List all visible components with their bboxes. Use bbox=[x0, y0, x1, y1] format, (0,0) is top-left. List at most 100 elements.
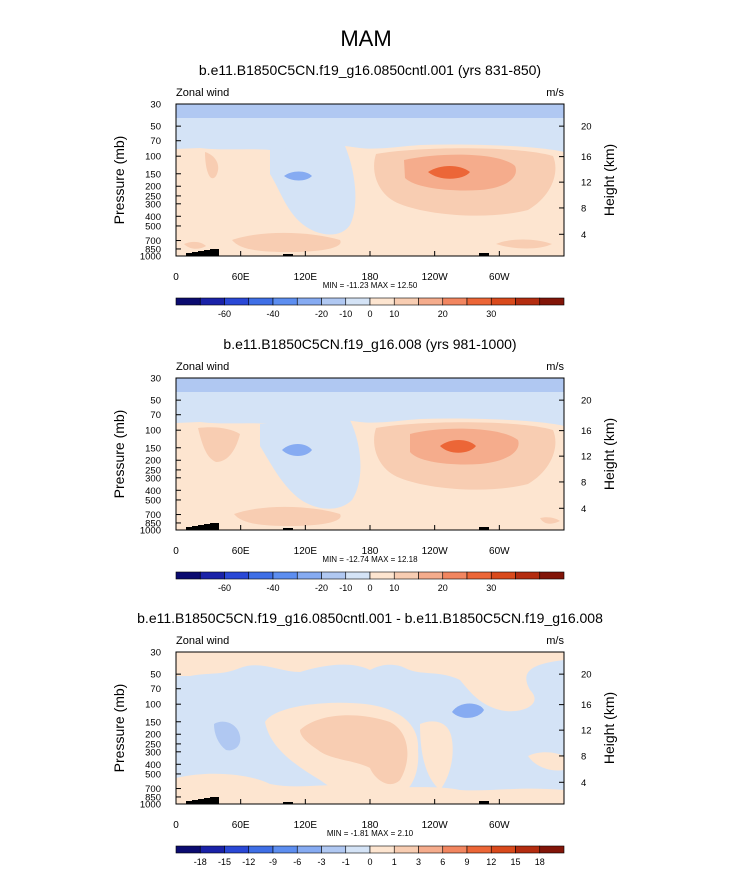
colorbar-swatch bbox=[199, 571, 225, 580]
y-right-tick-label: 16 bbox=[581, 426, 592, 437]
x-tick-label: 60E bbox=[232, 546, 250, 557]
panel-2-contour-field bbox=[176, 378, 564, 530]
colorbar-swatch bbox=[272, 297, 298, 306]
y-tick-label: 500 bbox=[145, 769, 161, 780]
x-tick-label: 120W bbox=[422, 546, 449, 557]
panel-1-stats: MIN = -11.23 MAX = 12.50 bbox=[323, 281, 418, 290]
panel-1-contour-field bbox=[176, 104, 564, 256]
panel-1-units-label: m/s bbox=[546, 87, 564, 99]
y-tick-label: 50 bbox=[150, 396, 161, 407]
colorbar-swatch bbox=[296, 845, 322, 854]
x-tick-label: 120W bbox=[422, 272, 449, 283]
y-tick-label: 700 bbox=[145, 784, 161, 795]
y-tick-label: 100 bbox=[145, 700, 161, 711]
colorbar-swatch bbox=[515, 571, 541, 580]
panel-3-contour-field bbox=[176, 652, 564, 804]
colorbar-swatch bbox=[199, 297, 225, 306]
colorbar-swatch bbox=[539, 571, 565, 580]
colorbar-label: -60 bbox=[218, 583, 231, 593]
y-tick-label: 100 bbox=[145, 152, 161, 163]
y-tick-label: 700 bbox=[145, 236, 161, 247]
y-right-tick-label: 12 bbox=[581, 726, 592, 737]
y-right-tick-label: 12 bbox=[581, 452, 592, 463]
y-tick-label: 50 bbox=[150, 122, 161, 133]
x-tick-label: 180 bbox=[362, 820, 379, 831]
y-tick-label: 100 bbox=[145, 426, 161, 437]
colorbar-label: 10 bbox=[389, 309, 399, 319]
y-tick-label: 250 bbox=[145, 739, 161, 750]
panel-3-ylabel-right: Height (km) bbox=[601, 692, 617, 764]
colorbar-label: 15 bbox=[510, 857, 520, 867]
colorbar-label: 30 bbox=[486, 583, 496, 593]
y-tick-label: 70 bbox=[150, 684, 161, 695]
colorbar-label: 10 bbox=[389, 583, 399, 593]
colorbar-swatch bbox=[515, 845, 541, 854]
y-right-tick-label: 4 bbox=[581, 230, 586, 241]
colorbar-swatch bbox=[345, 571, 371, 580]
y-tick-label: 500 bbox=[145, 495, 161, 506]
panel-1-ylabel-left: Pressure (mb) bbox=[111, 136, 127, 225]
colorbar-swatch bbox=[321, 297, 347, 306]
figure-title: MAM bbox=[340, 26, 391, 51]
x-tick-label: 180 bbox=[362, 272, 379, 283]
colorbar-label: -10 bbox=[339, 583, 352, 593]
x-tick-label: 60W bbox=[489, 820, 510, 831]
colorbar-swatch bbox=[490, 297, 516, 306]
x-tick-label: 0 bbox=[173, 546, 179, 557]
panel-3-title: b.e11.B1850C5CN.f19_g16.0850cntl.001 - b… bbox=[137, 610, 603, 626]
colorbar-swatch bbox=[175, 571, 201, 580]
x-tick-label: 120E bbox=[294, 546, 318, 557]
colorbar-label: 0 bbox=[367, 583, 372, 593]
colorbar-label: -18 bbox=[194, 857, 207, 867]
colorbar-swatch bbox=[321, 571, 347, 580]
panel-2-variable-label: Zonal wind bbox=[176, 361, 229, 373]
x-tick-label: 60W bbox=[489, 546, 510, 557]
colorbar-swatch bbox=[272, 845, 298, 854]
y-tick-label: 150 bbox=[145, 717, 161, 728]
colorbar-swatch bbox=[369, 571, 395, 580]
x-tick-label: 120E bbox=[294, 820, 318, 831]
y-right-tick-label: 8 bbox=[581, 477, 586, 488]
colorbar-swatch bbox=[272, 571, 298, 580]
colorbar-label: 1 bbox=[392, 857, 397, 867]
colorbar-swatch bbox=[466, 297, 492, 306]
colorbar-swatch bbox=[515, 297, 541, 306]
panel-1-variable-label: Zonal wind bbox=[176, 87, 229, 99]
panel-2-ylabel-left: Pressure (mb) bbox=[111, 410, 127, 499]
y-tick-label: 1000 bbox=[140, 252, 161, 263]
x-tick-label: 60W bbox=[489, 272, 510, 283]
y-tick-label: 400 bbox=[145, 212, 161, 223]
colorbar-swatch bbox=[296, 571, 322, 580]
colorbar-label: 0 bbox=[367, 309, 372, 319]
panel-3-ylabel-left: Pressure (mb) bbox=[111, 684, 127, 773]
y-tick-label: 850 bbox=[145, 792, 161, 803]
colorbar-label: -3 bbox=[317, 857, 325, 867]
x-tick-label: 120W bbox=[422, 820, 449, 831]
panel-3-stats: MIN = -1.81 MAX = 2.10 bbox=[327, 829, 414, 838]
y-right-tick-label: 4 bbox=[581, 778, 586, 789]
colorbar-swatch bbox=[442, 297, 468, 306]
colorbar-label: 12 bbox=[486, 857, 496, 867]
y-tick-label: 70 bbox=[150, 410, 161, 421]
panel-2-ylabel-right: Height (km) bbox=[601, 418, 617, 490]
y-right-tick-label: 16 bbox=[581, 152, 592, 163]
colorbar-label: 20 bbox=[438, 583, 448, 593]
y-right-tick-label: 8 bbox=[581, 751, 586, 762]
y-right-tick-label: 8 bbox=[581, 203, 586, 214]
colorbar-label: 0 bbox=[367, 857, 372, 867]
panel-2: b.e11.B1850C5CN.f19_g16.008 (yrs 981-100… bbox=[111, 336, 617, 593]
colorbar-swatch bbox=[224, 297, 250, 306]
colorbar-label: 9 bbox=[464, 857, 469, 867]
y-tick-label: 150 bbox=[145, 169, 161, 180]
colorbar-swatch bbox=[248, 297, 274, 306]
panel-2-colorbar: -60 -40 -20 -10 0 10 20 30 bbox=[175, 571, 565, 593]
colorbar-label: 18 bbox=[535, 857, 545, 867]
colorbar-swatch bbox=[418, 571, 444, 580]
colorbar-swatch bbox=[418, 845, 444, 854]
panel-1-ylabel-right: Height (km) bbox=[601, 144, 617, 216]
x-tick-label: 60E bbox=[232, 820, 250, 831]
colorbar-label: -60 bbox=[218, 309, 231, 319]
